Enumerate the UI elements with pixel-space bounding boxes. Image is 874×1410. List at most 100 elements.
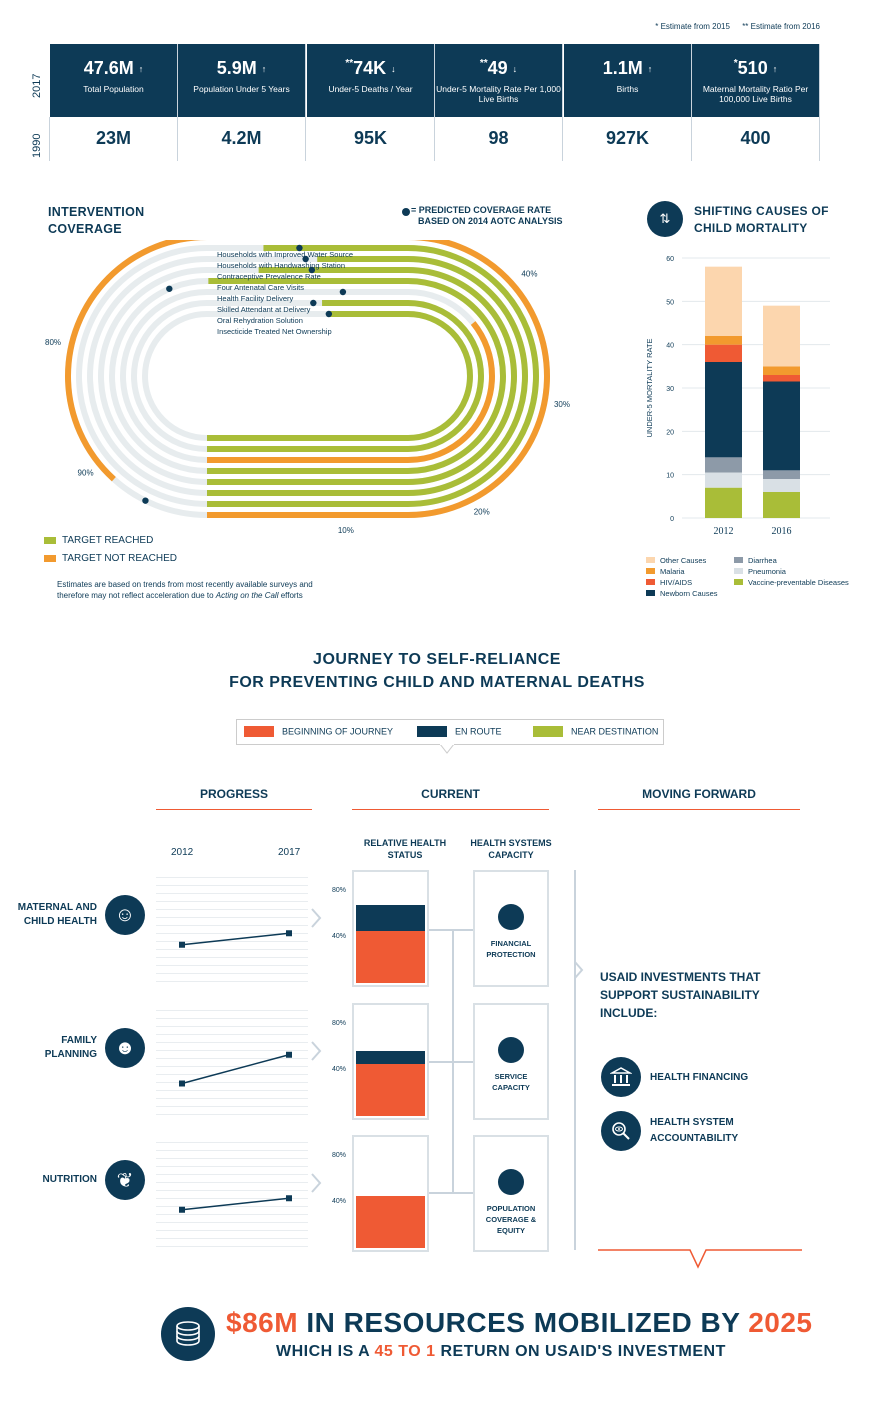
legend-swatch bbox=[646, 579, 655, 585]
investments-line2: SUPPORT SUSTAINABILITY bbox=[600, 988, 760, 1002]
row-label-line1: MATERNAL AND bbox=[17, 902, 97, 913]
predicted-dot-icon bbox=[402, 208, 410, 216]
estimate-marker: * bbox=[733, 58, 738, 69]
legend-label: Malaria bbox=[660, 567, 685, 576]
coverage-track-chart: 10%20%30%40%50%60%70%80%90% bbox=[45, 240, 570, 535]
legend-not-reached-label: TARGET NOT REACHED bbox=[62, 553, 178, 564]
footer-sub-text1: WHICH IS A bbox=[276, 1343, 375, 1360]
bar-segment bbox=[763, 492, 800, 518]
progress-point-2017 bbox=[286, 1051, 292, 1058]
health-bar-orange bbox=[356, 1196, 425, 1248]
track-fill bbox=[98, 267, 517, 485]
progress-line bbox=[181, 1054, 290, 1085]
pct-40-label: 40% bbox=[332, 1198, 347, 1205]
estimate-note-2015: * Estimate from 2015 bbox=[655, 22, 730, 31]
legend-entry: HIV/AIDS bbox=[646, 578, 692, 587]
stat-label: Under-5 Deaths / Year bbox=[328, 84, 413, 94]
health-bar-navy bbox=[356, 1051, 425, 1065]
progress-point-2012 bbox=[179, 1206, 185, 1213]
coverage-note: Estimates are based on trends from most … bbox=[57, 579, 313, 601]
journey-legend-swatch bbox=[244, 726, 274, 738]
capacity-box: FINANCIAL PROTECTION bbox=[473, 870, 549, 987]
track-label: Skilled Attendant at Delivery bbox=[217, 305, 311, 314]
journey-legend-item: BEGINNING OF JOURNEY bbox=[244, 726, 394, 738]
journey-legend-item: EN ROUTE bbox=[417, 726, 502, 738]
estimate-note-2016: ** Estimate from 2016 bbox=[742, 22, 820, 31]
track-label: Insecticide Treated Net Ownership bbox=[217, 327, 332, 336]
relative-health-line2: STATUS bbox=[387, 850, 423, 860]
legend-pointer-icon bbox=[440, 744, 454, 754]
coverage-title-line2: COVERAGE bbox=[48, 222, 122, 236]
stat-label: Population Under 5 Years bbox=[193, 84, 290, 94]
forward-bracket bbox=[574, 870, 584, 1250]
legend-target-reached: TARGET REACHED bbox=[44, 535, 153, 546]
track-label: Oral Rehydration Solution bbox=[217, 316, 303, 325]
health-bar-navy bbox=[356, 905, 425, 932]
y-tick-label: 60 bbox=[666, 256, 674, 263]
coverage-note-part-c: efforts bbox=[278, 591, 303, 600]
coverage-note-part-a: therefore may not reflect acceleration d… bbox=[57, 591, 216, 600]
pct-80-label: 80% bbox=[332, 1020, 347, 1027]
coverage-note-line2: therefore may not reflect acceleration d… bbox=[57, 590, 313, 601]
bar-segment bbox=[763, 366, 800, 375]
predicted-legend-line1: = PREDICTED COVERAGE RATE bbox=[411, 205, 552, 215]
y-tick-label: 10 bbox=[666, 473, 674, 480]
track-label: Four Antenatal Care Visits bbox=[217, 283, 304, 292]
footer-amount: $86M bbox=[226, 1307, 299, 1338]
coverage-tick-label: 40% bbox=[521, 269, 537, 278]
track-fill bbox=[76, 245, 539, 507]
footer-year: 2025 bbox=[748, 1307, 813, 1338]
legend-swatch bbox=[646, 568, 655, 574]
bar-segment bbox=[705, 472, 742, 488]
legend-swatch bbox=[734, 557, 743, 563]
predicted-dot bbox=[302, 255, 309, 263]
stat-value: 47.6M ↑ bbox=[50, 58, 177, 79]
stat-value: **49 ↓ bbox=[435, 58, 562, 79]
health-system-accountability-label: HEALTH SYSTEM ACCOUNTABILITY bbox=[650, 1115, 738, 1147]
row-label: MATERNAL AND CHILD HEALTH bbox=[0, 901, 97, 929]
capacity-dot bbox=[498, 904, 524, 930]
journey-legend-label: BEGINNING OF JOURNEY bbox=[282, 726, 394, 737]
moving-forward-column-header: MOVING FORWARD bbox=[598, 787, 800, 810]
stat-value-1990: 927K bbox=[564, 117, 692, 161]
stat-label: Maternal Mortality Ratio Per 100,000 Liv… bbox=[702, 84, 809, 104]
row-chevron-icon bbox=[311, 1041, 322, 1061]
systems-capacity-line1: HEALTH SYSTEMS bbox=[470, 838, 552, 848]
health-status-box bbox=[352, 870, 429, 987]
mortality-bar-chart: 0 10 20 30 40 50 60 UNDER-5 MORTALITY RATE 2012 2… bbox=[645, 256, 830, 537]
arrow-up-icon: ↑ bbox=[772, 64, 778, 75]
track-fill bbox=[87, 256, 528, 496]
legend-label: Diarrhea bbox=[748, 556, 777, 565]
investments-line3: INCLUDE: bbox=[600, 1006, 658, 1020]
capacity-dot bbox=[498, 1169, 524, 1195]
year-label-past: 1990 bbox=[31, 133, 43, 158]
legend-entry: Diarrhea bbox=[734, 556, 777, 565]
row-chevron-icon bbox=[311, 1173, 322, 1193]
coverage-title: INTERVENTION COVERAGE bbox=[48, 204, 144, 238]
footer-ratio: 45 TO 1 bbox=[374, 1343, 436, 1360]
health-bar-orange bbox=[356, 1064, 425, 1116]
capacity-label-line2: CAPACITY bbox=[492, 1083, 530, 1092]
accountability-line1: HEALTH SYSTEM bbox=[650, 1117, 734, 1128]
coverage-note-part-b: Acting on the Call bbox=[215, 591, 279, 600]
legend-entry: Newborn Causes bbox=[646, 589, 718, 598]
y-tick-label: 20 bbox=[666, 429, 674, 436]
stats-left-rule bbox=[49, 117, 50, 161]
stat-box-current: **49 ↓ Under-5 Mortality Rate Per 1,000 Li… bbox=[435, 44, 563, 117]
y-axis-label: UNDER-5 MORTALITY RATE bbox=[645, 338, 654, 437]
coverage-tick-label: 30% bbox=[554, 400, 570, 409]
stat-value: 1.1M ↑ bbox=[564, 58, 691, 79]
stat-number: 49 bbox=[487, 58, 508, 78]
arrow-down-icon: ↓ bbox=[391, 64, 396, 75]
relative-health-line1: RELATIVE HEALTH bbox=[363, 838, 447, 848]
stat-value-1990: 400 bbox=[692, 117, 820, 161]
current-column-header: CURRENT bbox=[352, 787, 549, 810]
legend-swatch bbox=[646, 557, 655, 563]
stat-box-current: 5.9M ↑ Population Under 5 Years bbox=[178, 44, 306, 117]
progress-panel bbox=[156, 1135, 308, 1250]
stat-number: 5.9M bbox=[216, 58, 257, 78]
shifting-causes-icon: ⇅ bbox=[647, 201, 683, 237]
health-financing-label: HEALTH FINANCING bbox=[650, 1072, 749, 1083]
bank-icon bbox=[601, 1057, 641, 1097]
forward-bottom-pointer bbox=[598, 1249, 802, 1269]
